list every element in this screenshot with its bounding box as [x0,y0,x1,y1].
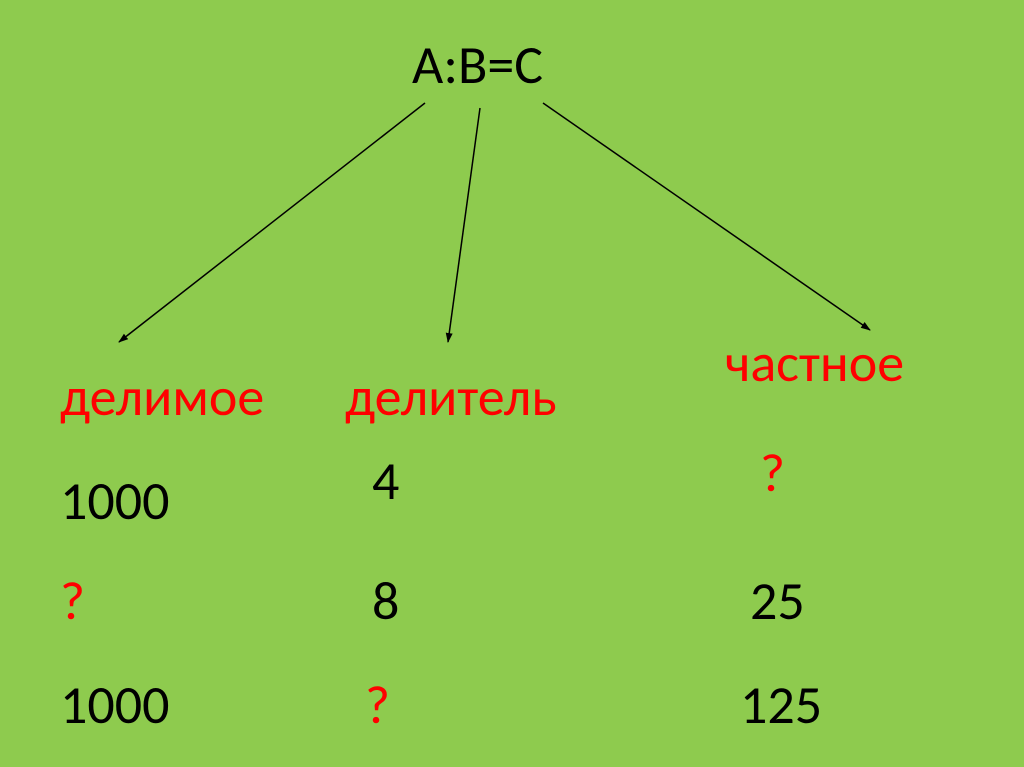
cell-r1-divisor: 8 [372,568,399,634]
cell-r0-dividend: 1000 [60,468,169,534]
cell-r1-quotient: 25 [750,568,805,634]
formula-text: А:В=С [412,32,543,98]
header-quotient: частное [725,330,904,396]
header-dividend: делимое [60,364,264,430]
slide: А:В=С делимое делитель частное 1000 4 ? … [0,0,1024,767]
header-divisor: делитель [345,364,557,430]
cell-r0-divisor: 4 [372,448,399,514]
cell-r1-dividend: ? [60,568,85,634]
cell-r0-quotient: ? [760,440,785,506]
cell-r2-divisor: ? [365,672,390,738]
cell-r2-dividend: 1000 [60,672,169,738]
cell-r2-quotient: 125 [740,672,822,738]
